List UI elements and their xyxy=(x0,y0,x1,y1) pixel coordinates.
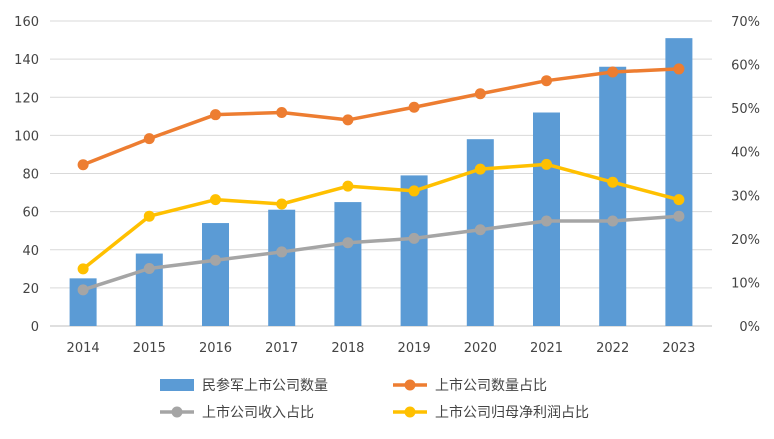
data-point xyxy=(474,88,486,100)
line-series xyxy=(77,158,685,275)
series-line xyxy=(81,162,681,271)
bar xyxy=(268,209,296,326)
data-point xyxy=(143,262,155,274)
y-left-tick-label: 20 xyxy=(22,282,39,297)
x-tick-label: 2022 xyxy=(596,341,629,356)
x-tick-label: 2020 xyxy=(464,341,497,356)
data-point xyxy=(541,75,552,87)
legend-item: 上市公司数量占比 xyxy=(393,377,547,394)
data-point xyxy=(210,254,221,266)
y-left-tick-label: 80 xyxy=(22,168,39,183)
data-point xyxy=(143,210,155,222)
data-point xyxy=(541,158,552,170)
y-right-tick-label: 60% xyxy=(731,59,760,74)
series-line xyxy=(81,67,681,167)
data-point xyxy=(342,114,354,126)
data-point xyxy=(673,63,685,75)
data-point xyxy=(77,159,89,171)
data-point xyxy=(474,163,486,175)
x-tick-label: 2014 xyxy=(67,341,100,356)
legend-swatch-marker xyxy=(404,379,416,391)
y-left-tick-label: 0 xyxy=(31,320,39,335)
data-point xyxy=(276,107,288,118)
y-right-tick-label: 70% xyxy=(731,15,760,30)
data-point xyxy=(408,101,420,113)
legend-item: 民参军上市公司数量 xyxy=(160,377,328,394)
legend-label: 上市公司归母净利润占比 xyxy=(435,404,589,421)
y-right-tick-label: 50% xyxy=(731,102,760,117)
legend-label: 上市公司数量占比 xyxy=(435,377,547,394)
data-point xyxy=(607,176,619,188)
line-series xyxy=(77,63,685,171)
y-right-tick-label: 30% xyxy=(731,189,760,204)
y-axis-left: 0 20 40 60 80 100 120 140 160 xyxy=(14,15,39,335)
legend-item: 上市公司归母净利润占比 xyxy=(393,404,589,421)
y-left-tick-label: 100 xyxy=(14,129,39,144)
data-point xyxy=(541,215,552,227)
data-point xyxy=(342,180,354,192)
x-tick-label: 2015 xyxy=(133,341,166,356)
bar xyxy=(202,223,229,326)
x-tick-label: 2019 xyxy=(398,341,431,356)
y-right-tick-label: 40% xyxy=(731,146,760,161)
data-point xyxy=(607,66,619,78)
x-axis: 2014 2015 2016 2017 2018 2019 2020 2021 2022 2023 xyxy=(67,341,696,356)
line-series xyxy=(77,210,685,296)
legend-swatch xyxy=(160,379,194,391)
y-left-tick-label: 60 xyxy=(22,206,39,221)
data-point xyxy=(673,194,685,206)
legend-label: 上市公司收入占比 xyxy=(202,404,314,421)
data-point xyxy=(474,224,486,236)
y-right-tick-label: 0% xyxy=(739,320,760,335)
data-point xyxy=(77,263,89,275)
series-line xyxy=(81,214,681,292)
data-point xyxy=(408,232,420,244)
data-point xyxy=(673,210,685,222)
y-left-tick-label: 160 xyxy=(14,15,39,30)
y-axis-right: 0% 10% 20% 30% 40% 50% 60% 70% xyxy=(731,15,760,335)
x-tick-label: 2021 xyxy=(530,341,563,356)
legend-swatch-marker xyxy=(171,406,183,418)
data-point xyxy=(210,194,221,206)
x-tick-label: 2023 xyxy=(662,341,695,356)
y-left-tick-label: 140 xyxy=(14,53,39,68)
line-series-group xyxy=(77,63,685,296)
legend-label: 民参军上市公司数量 xyxy=(202,377,328,394)
bar xyxy=(400,175,428,326)
x-tick-label: 2018 xyxy=(331,341,364,356)
bar xyxy=(599,66,627,326)
y-right-tick-label: 20% xyxy=(731,233,760,248)
data-point xyxy=(77,284,89,296)
data-point xyxy=(143,133,155,145)
y-left-tick-label: 120 xyxy=(14,91,39,106)
data-point xyxy=(342,237,354,249)
y-right-tick-label: 10% xyxy=(731,276,760,291)
data-point xyxy=(276,246,288,258)
data-point xyxy=(276,198,288,210)
legend-item: 上市公司收入占比 xyxy=(160,404,314,421)
data-point xyxy=(607,215,619,227)
bar xyxy=(334,202,362,326)
bar xyxy=(665,38,693,326)
data-point xyxy=(408,185,420,197)
x-tick-label: 2017 xyxy=(265,341,298,356)
data-point xyxy=(210,109,221,121)
legend-swatch-marker xyxy=(404,406,416,418)
y-left-tick-label: 40 xyxy=(22,244,39,259)
bar-series xyxy=(69,38,693,326)
x-tick-label: 2016 xyxy=(199,341,232,356)
